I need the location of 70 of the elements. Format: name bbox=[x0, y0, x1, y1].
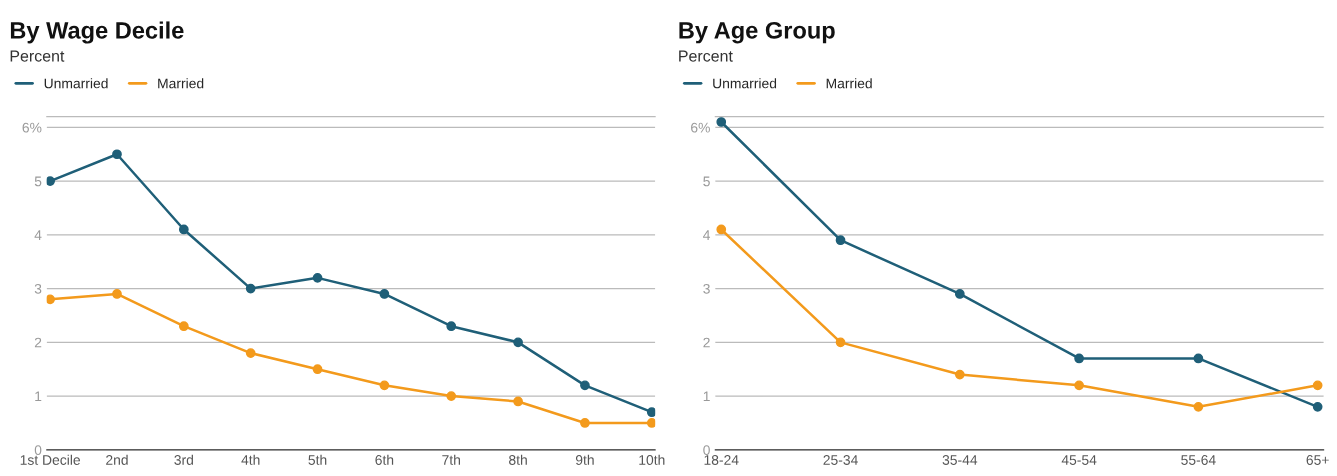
point bbox=[379, 380, 390, 391]
x-tick-label: 2nd bbox=[106, 454, 128, 465]
y-tick-label: 3 bbox=[703, 283, 710, 294]
y-tick-label: 2 bbox=[34, 337, 42, 348]
point bbox=[178, 224, 189, 235]
y-tick-label: 6% bbox=[691, 122, 710, 133]
point bbox=[446, 321, 457, 332]
point bbox=[716, 117, 727, 127]
point bbox=[580, 380, 590, 391]
y-tick-label: 3 bbox=[34, 283, 42, 294]
point bbox=[245, 283, 256, 294]
chart-title: By Wage Decile bbox=[10, 21, 184, 44]
point bbox=[312, 364, 323, 375]
x-tick-label: 35-44 bbox=[942, 455, 978, 465]
point bbox=[1074, 353, 1084, 364]
legend-label: Married bbox=[826, 78, 872, 89]
point bbox=[954, 289, 965, 299]
point bbox=[1193, 401, 1204, 412]
x-tick-label: 6th bbox=[375, 454, 394, 465]
point bbox=[513, 337, 523, 348]
chart-subtitle: Percent bbox=[679, 50, 733, 62]
x-tick-label: 45-54 bbox=[1061, 455, 1097, 465]
legend-label: Unmarried bbox=[713, 78, 777, 89]
y-tick-label: 4 bbox=[34, 230, 42, 240]
point bbox=[716, 224, 727, 235]
point bbox=[312, 272, 323, 283]
y-tick-label: 5 bbox=[34, 176, 42, 187]
y-tick-label: 6% bbox=[22, 122, 42, 133]
x-tick-label: 5th bbox=[308, 454, 327, 465]
y-tick-label: 0 bbox=[703, 445, 710, 455]
x-tick-label: 1st Decile bbox=[20, 454, 81, 465]
chart-subtitle: Percent bbox=[10, 50, 65, 62]
y-tick-label: 1 bbox=[35, 391, 42, 402]
point bbox=[112, 149, 122, 160]
y-tick-label: 4 bbox=[703, 230, 711, 240]
point bbox=[245, 348, 256, 358]
point bbox=[580, 418, 590, 428]
point bbox=[446, 391, 457, 401]
chart-title: By Age Group bbox=[679, 21, 835, 44]
point bbox=[835, 235, 846, 246]
point bbox=[646, 418, 656, 428]
x-tick-label: 65+ bbox=[1306, 455, 1329, 465]
point bbox=[112, 289, 122, 299]
point bbox=[513, 396, 523, 407]
y-tick-label: 5 bbox=[703, 176, 710, 187]
point bbox=[379, 289, 390, 299]
x-tick-label: 3rd bbox=[174, 454, 193, 465]
point bbox=[1312, 380, 1323, 391]
legend-label: Married bbox=[158, 78, 204, 89]
point bbox=[1074, 380, 1084, 391]
y-tick-label: 0 bbox=[34, 445, 42, 455]
x-tick-label: 18-24 bbox=[704, 455, 739, 465]
point bbox=[835, 337, 846, 348]
point bbox=[1312, 401, 1323, 412]
point bbox=[46, 176, 55, 186]
x-tick-label: 8th bbox=[509, 454, 527, 465]
point bbox=[954, 369, 965, 380]
x-tick-label: 10th bbox=[639, 454, 665, 465]
point bbox=[1193, 353, 1204, 364]
point bbox=[46, 294, 55, 305]
x-tick-label: 7th bbox=[442, 454, 460, 465]
x-tick-label: 25-34 bbox=[823, 455, 858, 465]
y-tick-label: 1 bbox=[703, 391, 710, 402]
point bbox=[178, 321, 189, 332]
y-tick-label: 2 bbox=[703, 337, 710, 348]
point bbox=[646, 407, 656, 418]
legend-label: Unmarried bbox=[44, 78, 108, 89]
x-tick-label: 4th bbox=[241, 454, 260, 465]
x-tick-label: 9th bbox=[575, 454, 594, 465]
x-tick-label: 55-64 bbox=[1181, 455, 1216, 465]
